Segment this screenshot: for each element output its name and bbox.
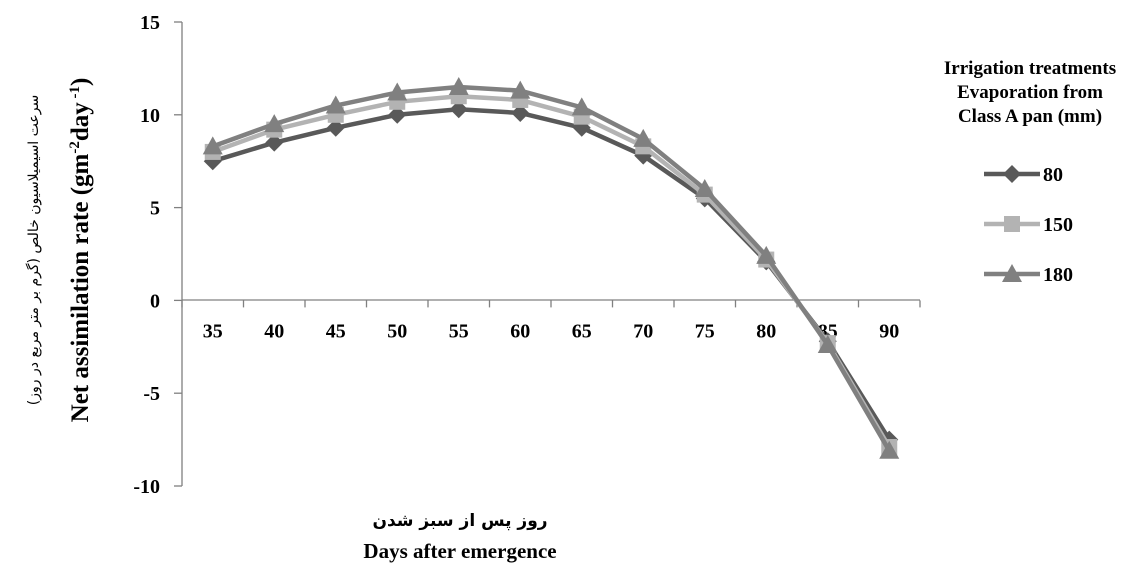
y-axis-label-sup2: -1 <box>67 86 83 102</box>
legend-items: 80 150 180 <box>984 164 1073 286</box>
data-point <box>879 440 900 459</box>
legend-marker-icon <box>1003 165 1021 183</box>
y-axis-label-fa: سرعت اسیمیلاسیون خالص (گرم بر متر مربع د… <box>25 95 42 405</box>
legend-label: 180 <box>1043 264 1073 286</box>
legend-marker-icon <box>1004 216 1020 232</box>
x-tick-label: 65 <box>572 320 592 342</box>
x-axis-label-fa: روز پس از سبز شدن <box>372 511 547 531</box>
data-point <box>325 95 346 114</box>
legend-title-line-2: Evaporation from <box>957 82 1103 103</box>
x-tick-label: 55 <box>449 320 469 342</box>
series-180 <box>202 76 900 459</box>
series-line-150 <box>211 93 892 449</box>
series-line-80 <box>212 106 892 441</box>
data-point <box>387 82 408 101</box>
data-point <box>202 136 223 155</box>
legend-title-line-1: Irrigation treatments <box>944 58 1116 79</box>
data-point <box>265 133 284 152</box>
y-tick-label: 5 <box>150 198 160 220</box>
x-tick-label: 50 <box>387 320 407 342</box>
y-axis-label: Net assimilation rate (gm-2day -1) <box>67 78 94 423</box>
y-tick-label: -10 <box>133 476 160 498</box>
x-tick-label: 35 <box>203 320 223 342</box>
y-tick-label: 10 <box>140 105 160 127</box>
data-point <box>510 80 531 99</box>
data-point <box>326 118 345 137</box>
series-layer <box>202 76 900 459</box>
legend: Irrigation treatments Evaporation from C… <box>944 58 1116 286</box>
data-point <box>694 179 715 198</box>
legend-item-80: 80 <box>984 164 1063 186</box>
y-tick-label: 15 <box>140 12 160 34</box>
data-point <box>817 334 838 353</box>
legend-item-180: 180 <box>984 264 1073 286</box>
x-tick-label: 60 <box>510 320 530 342</box>
data-point <box>388 105 407 124</box>
x-tick-label: 40 <box>264 320 284 342</box>
series-line-180 <box>211 84 892 452</box>
series-150 <box>204 88 898 456</box>
x-tick-label: 75 <box>695 320 715 342</box>
legend-label: 150 <box>1043 214 1073 236</box>
y-axis-ticks: 15 10 5 0 -5 -10 <box>133 12 182 498</box>
data-point <box>448 76 469 95</box>
y-tick-label: 0 <box>150 290 160 312</box>
y-tick-label: -5 <box>143 383 160 405</box>
data-point <box>756 245 777 264</box>
y-axis-label-end: ) <box>67 78 94 86</box>
data-point <box>511 103 530 122</box>
data-point <box>449 100 468 119</box>
legend-label: 80 <box>1043 164 1063 186</box>
legend-marker-icon <box>1002 264 1022 282</box>
data-point <box>633 128 654 147</box>
x-axis-label: Days after emergence <box>363 539 556 563</box>
legend-item-150: 150 <box>984 214 1073 236</box>
data-point <box>264 114 285 133</box>
legend-title-line-3: Class A pan (mm) <box>958 106 1102 127</box>
y-axis-label-mid: day <box>67 102 94 141</box>
x-tick-label: 45 <box>326 320 346 342</box>
x-tick-label: 70 <box>633 320 653 342</box>
x-tick-label: 80 <box>756 320 776 342</box>
y-axis-label-main: Net assimilation rate (gm <box>67 153 94 422</box>
x-tick-label: 90 <box>879 320 899 342</box>
series-80 <box>203 100 899 449</box>
data-point <box>571 97 592 116</box>
y-axis-label-sup1: -2 <box>67 141 83 154</box>
